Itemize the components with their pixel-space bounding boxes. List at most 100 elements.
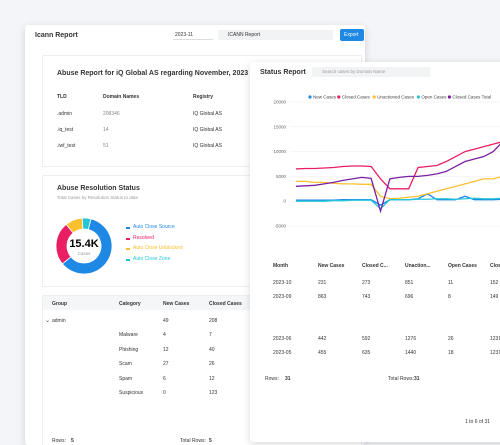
- table-cell: 743: [362, 294, 371, 300]
- table-cell: 2023-10: [273, 280, 292, 286]
- pager: 1 to 6 of 31: [465, 419, 491, 425]
- table-cell: 14: [103, 127, 109, 133]
- legend-label: Open Cases: [421, 95, 447, 100]
- table-cell: 442: [318, 336, 327, 342]
- table-cell: 2023-05: [273, 350, 292, 356]
- group-cell: admin: [52, 318, 66, 324]
- table-cell: 1440: [405, 350, 417, 356]
- legend-swatch: [126, 237, 130, 240]
- legend-label: Auto Close Zone: [133, 255, 171, 262]
- legend-label: Auto Close Source: [133, 224, 175, 230]
- donut-total: 15.4K: [69, 238, 98, 250]
- y-tick-label: 0: [283, 199, 286, 204]
- column-header: Closed C...: [362, 263, 388, 269]
- report-input[interactable]: ICANN Report: [218, 30, 333, 40]
- y-tick-label: 10000: [273, 149, 286, 154]
- y-tick-label: 5000: [276, 174, 287, 179]
- legend-marker: [337, 95, 341, 99]
- legend-marker: [447, 95, 451, 99]
- table-cell: 40: [209, 346, 215, 353]
- status-panel: Status Report Search cases by Domain Nam…: [250, 62, 500, 442]
- y-tick-label: -5000: [274, 224, 286, 229]
- legend-swatch: [126, 258, 130, 261]
- export-button[interactable]: Export: [340, 29, 364, 41]
- table-cell: 12: [209, 375, 215, 382]
- table-cell: Phishing: [119, 346, 139, 353]
- table-cell: .admin: [57, 111, 73, 117]
- table-cell: .iq_test: [57, 127, 74, 133]
- table-cell: 8: [448, 294, 451, 300]
- panel-title: Status Report: [260, 69, 306, 76]
- page: Icann Report 2023-11 ICANN Report Export…: [25, 25, 500, 445]
- column-header: Unaction...: [405, 263, 431, 269]
- series-line: [295, 143, 500, 214]
- column-header: Closed C...: [490, 263, 500, 269]
- column-header: New Cases: [318, 263, 345, 269]
- column-header: Domain Names: [103, 94, 140, 100]
- table-cell: 0: [163, 390, 166, 396]
- total-label: Total Rows:: [180, 438, 206, 444]
- legend-label: Unactioned Cases: [377, 95, 415, 100]
- table-cell: IQ Global AS: [193, 111, 222, 117]
- rows-label: Rows:: [52, 438, 66, 444]
- table-cell: Malware: [119, 332, 138, 339]
- column-header: Registry: [193, 94, 214, 100]
- expand-icon: ⌄: [45, 318, 51, 324]
- legend-marker: [372, 95, 376, 99]
- rows-count: 5: [71, 438, 74, 444]
- panel-title: Icann Report: [35, 32, 78, 39]
- period-select[interactable]: 2023-11: [173, 30, 213, 40]
- column-header: Month: [273, 263, 288, 269]
- table-cell: 51: [103, 143, 109, 149]
- table-cell: 208346: [103, 111, 120, 117]
- column-header: Category: [119, 301, 141, 307]
- table-cell: 592: [362, 336, 371, 342]
- search-input[interactable]: Search cases by Domain Name: [312, 67, 430, 77]
- table-cell: 1231: [490, 336, 500, 342]
- card-title: Abuse Report for iQ Global AS regarding …: [57, 70, 249, 77]
- legend-label: Auto Close Unblocked: [133, 245, 183, 251]
- table-cell: 26: [209, 361, 215, 368]
- table-cell: .iwf_test: [57, 143, 76, 149]
- total-count: 31: [414, 376, 420, 382]
- column-header: New Cases: [163, 301, 190, 307]
- column-header: TLD: [57, 94, 67, 100]
- table-cell: 123: [209, 390, 218, 396]
- table-cell: 455: [318, 350, 327, 356]
- legend-swatch: [126, 227, 130, 229]
- series-line: [295, 141, 500, 190]
- donut-segment: [81, 217, 92, 231]
- donut-label: Cases: [78, 251, 92, 256]
- legend-label: Resolved: [133, 234, 154, 241]
- table-cell: 696: [405, 294, 414, 300]
- table-cell: 2023-06: [273, 336, 292, 342]
- y-tick-label: 15000: [273, 124, 286, 129]
- legend-label: Closed Cases: [342, 95, 371, 100]
- legend-marker: [308, 95, 312, 99]
- table-cell: 27: [163, 361, 169, 368]
- rows-label: Rows:: [265, 376, 279, 382]
- table-cell: 11: [448, 280, 454, 286]
- table-cell: 635: [362, 350, 371, 356]
- table-cell: 1276: [405, 336, 417, 342]
- legend-marker: [416, 95, 420, 99]
- table-cell: IQ Global AS: [193, 127, 222, 133]
- table-cell: 231: [318, 280, 327, 286]
- table-cell: 2023-09: [273, 294, 292, 300]
- table-cell: 12: [163, 346, 169, 353]
- table-cell: 49: [163, 318, 169, 324]
- table-cell: 7: [209, 332, 212, 339]
- table-cell: 851: [405, 280, 414, 286]
- y-tick-label: 20000: [273, 100, 286, 105]
- rows-count: 31: [285, 376, 291, 382]
- total-label: Total Rows:: [388, 376, 414, 382]
- legend-label: New Cases: [313, 95, 337, 100]
- series-line: [296, 197, 500, 210]
- column-header: Closed Cases: [209, 301, 242, 307]
- table-cell: 208: [209, 318, 218, 324]
- column-header: Group: [52, 301, 67, 307]
- table-cell: 152: [490, 280, 499, 286]
- total-count: 5: [209, 438, 212, 444]
- table-cell: 1231: [490, 350, 500, 356]
